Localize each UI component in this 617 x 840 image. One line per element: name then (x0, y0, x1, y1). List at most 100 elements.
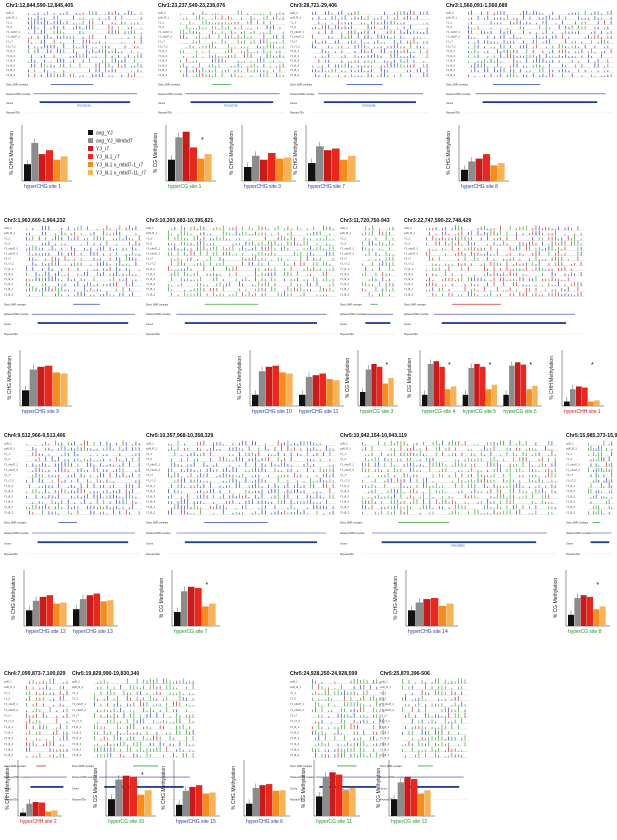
signal-bar (190, 233, 192, 236)
signal-bar (438, 256, 440, 261)
signal-bar (193, 272, 195, 276)
signal-bar (593, 458, 594, 462)
bar (86, 595, 94, 626)
signal-bar (519, 496, 521, 499)
signal-bar (67, 461, 69, 467)
signal-bar (36, 697, 37, 701)
signal-bar (106, 469, 108, 472)
signal-bar (526, 10, 528, 15)
signal-bar (351, 74, 353, 77)
signal-bar (255, 268, 256, 271)
signal-bar (578, 12, 580, 15)
signal-bar (571, 241, 572, 246)
signal-bar (392, 237, 394, 241)
signal-bar (250, 27, 252, 30)
annotation-row-label: Relaxed DMR overlaps (404, 313, 429, 316)
signal-bar (426, 243, 427, 246)
signal-bar (132, 495, 134, 499)
signal-bar (42, 724, 44, 730)
signal-bar (313, 497, 315, 499)
signal-bar (332, 484, 334, 488)
signal-bar (109, 228, 111, 231)
signal-bar (319, 505, 321, 510)
track-label: col0_1 (6, 11, 14, 15)
signal-bar (379, 228, 380, 231)
signal-bar (48, 225, 50, 231)
signal-bar (40, 74, 42, 77)
signal-bar (271, 454, 273, 456)
signal-bar (57, 48, 58, 54)
gene-model (323, 101, 416, 104)
signal-bar (297, 475, 298, 478)
signal-bar (32, 714, 34, 718)
signal-bar (368, 228, 370, 231)
signal-bar (58, 478, 59, 483)
signal-bar (77, 262, 79, 266)
annotation-row-label: Genes (290, 102, 298, 105)
signal-bar (258, 251, 260, 256)
signal-bar (235, 272, 237, 276)
signal-bar (468, 495, 469, 499)
signal-bar (107, 685, 108, 690)
signal-bar (385, 235, 387, 241)
signal-bar (215, 46, 217, 49)
signal-bar (287, 479, 289, 483)
signal-bar (42, 479, 43, 483)
signal-bar (496, 462, 498, 467)
signal-bar (244, 53, 245, 58)
track-label: YJ_mbd7_2 (4, 468, 18, 472)
signal-bar (241, 37, 242, 39)
signal-bar (329, 264, 331, 266)
signal-bar (106, 232, 108, 236)
legend-swatch (88, 138, 93, 143)
signal-bar (32, 710, 34, 713)
signal-bar (549, 56, 550, 58)
signal-bar (140, 53, 142, 58)
signal-bar (477, 472, 479, 478)
signal-bar (601, 39, 602, 44)
signal-bar (406, 448, 408, 451)
track-label: YJ_2 (290, 25, 296, 29)
signal-bar (300, 491, 302, 494)
signal-bar (329, 268, 331, 271)
signal-bar (548, 454, 550, 456)
signal-bar (549, 72, 550, 77)
signal-bar (84, 495, 85, 499)
significance-star: * (489, 362, 492, 369)
signal-bar (503, 473, 505, 478)
signal-bar (206, 284, 208, 287)
signal-bar (63, 58, 65, 63)
signal-bar (180, 509, 182, 515)
signal-bar (538, 247, 540, 251)
signal-bar (42, 225, 43, 231)
signal-bar (127, 54, 129, 58)
signal-bar (390, 61, 392, 63)
signal-bar (258, 268, 260, 271)
signal-bar (571, 31, 573, 34)
signal-bar (392, 261, 394, 266)
track-label: col0_R_1 (290, 16, 302, 20)
signal-bar (503, 39, 505, 44)
browser-panel: Chr4:7,099,873-7,100,029col0_1col0_R_1YJ… (4, 671, 70, 802)
signal-bar (232, 500, 234, 504)
signal-bar (368, 507, 370, 510)
signal-bar (606, 496, 607, 499)
signal-bar (351, 69, 353, 73)
signal-bar (329, 279, 331, 282)
signal-bar (310, 283, 311, 287)
signal-bar (38, 277, 40, 282)
signal-bar (351, 21, 353, 25)
signal-bar (493, 271, 495, 276)
signal-bar (474, 284, 476, 287)
signal-bar (306, 279, 308, 282)
signal-bar (253, 13, 255, 15)
signal-bar (58, 474, 59, 478)
signal-bar (326, 506, 328, 510)
signal-bar (46, 725, 48, 730)
annotation-row-label: Repeats/TEs (4, 553, 19, 556)
browser-panel: Chr5:10,357,968-10,358,329col0_1col0_R_1… (146, 433, 336, 556)
signal-bar (516, 454, 517, 456)
bar (594, 400, 600, 406)
signal-bar (484, 286, 485, 292)
